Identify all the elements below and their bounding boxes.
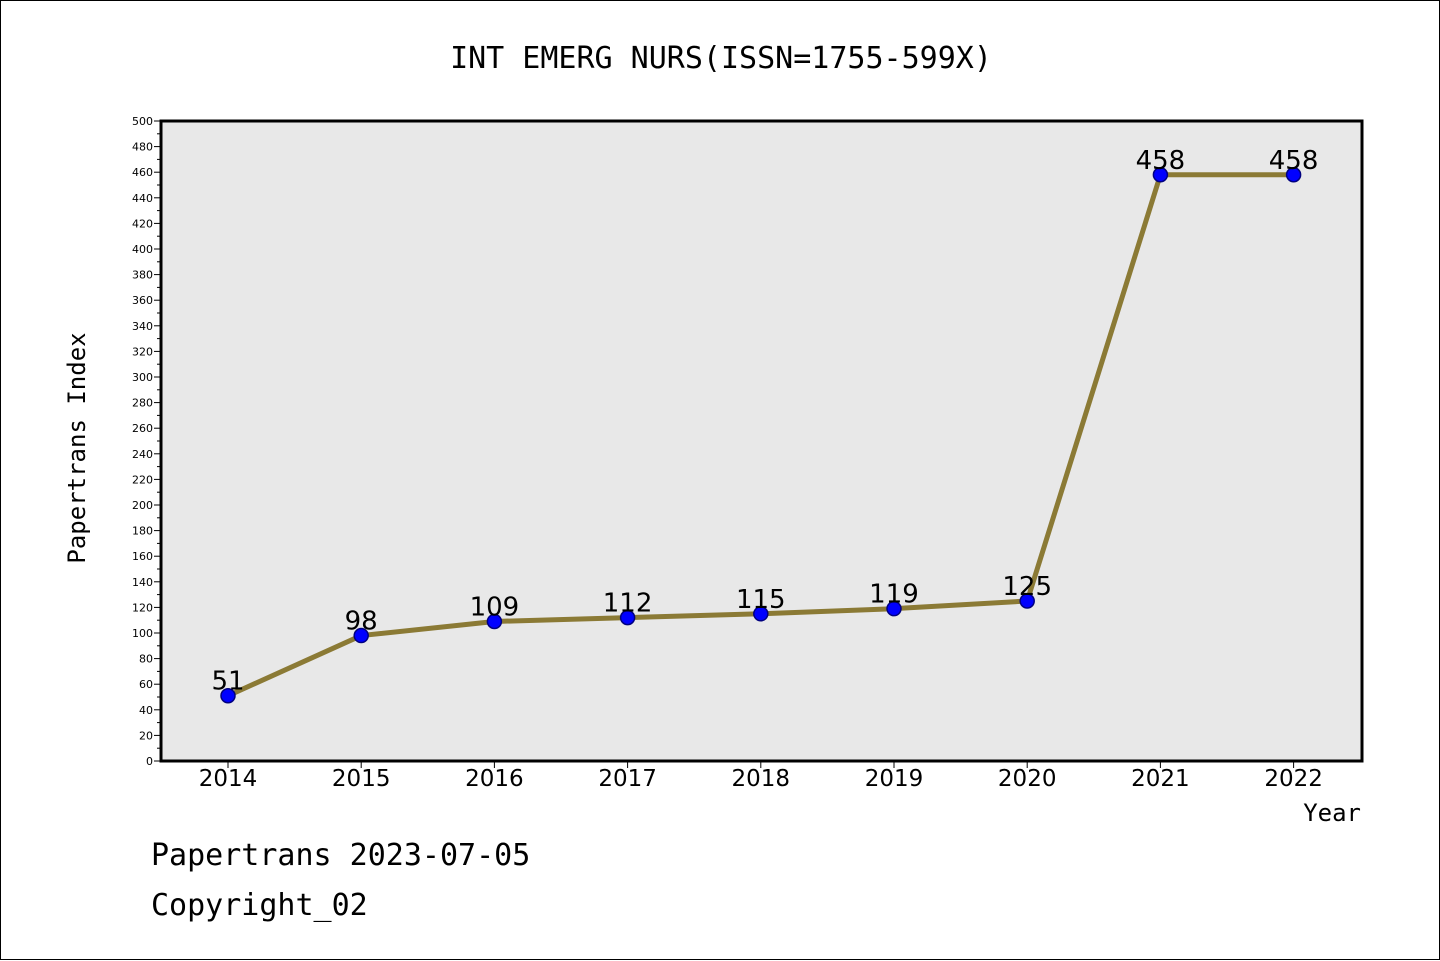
x-tick-label: 2018: [732, 766, 791, 792]
y-tick-label: 100: [132, 627, 153, 640]
x-tick-label: 2016: [465, 766, 524, 792]
y-axis: 0 20 40 60 80 100 120 140 160 180 200 220 240 260 280 3…: [132, 115, 161, 768]
data-point: [886, 600, 902, 617]
y-tick-label: 240: [132, 448, 153, 461]
plot-area: [159, 119, 1364, 763]
y-tick-label: 40: [139, 704, 153, 717]
y-tick-label: 220: [132, 473, 153, 486]
y-tick-label: 120: [132, 601, 153, 614]
x-tick-label: 2017: [598, 766, 657, 792]
y-tick-label: 380: [132, 269, 153, 282]
data-label: 119: [869, 580, 919, 610]
data-point: [619, 609, 636, 626]
y-tick-label: 200: [132, 499, 153, 512]
chart-title: INT EMERG NURS(ISSN=1755-599X): [450, 41, 992, 76]
footer-date: Papertrans 2023-07-05: [151, 838, 530, 873]
x-tick-label: 2020: [998, 766, 1057, 792]
data-point: [1285, 167, 1302, 183]
x-tick-label: 2019: [865, 766, 924, 792]
y-tick-label: 500: [132, 115, 153, 128]
y-tick-label: 140: [132, 576, 153, 589]
y-tick-label: 20: [139, 729, 153, 742]
y-tick-label: 440: [132, 192, 153, 205]
data-point: [753, 606, 769, 622]
y-tick-label: 340: [132, 320, 153, 333]
data-label: 115: [736, 585, 786, 615]
series-papertrans-index: 51 98 109 112 115 119 125 458 458: [211, 146, 1319, 704]
y-tick-label: 180: [132, 525, 153, 538]
data-point: [1152, 167, 1169, 183]
y-tick-label: 260: [132, 422, 153, 435]
y-tick-label: 480: [132, 141, 153, 154]
y-tick-label: 280: [132, 397, 153, 410]
y-tick-label: 160: [132, 550, 153, 563]
data-point: [220, 687, 236, 704]
data-point: [486, 613, 503, 630]
y-tick-label: 0: [146, 755, 153, 768]
data-label: 51: [211, 667, 244, 697]
y-tick-label: 320: [132, 345, 153, 358]
x-axis-title: Year: [1303, 799, 1361, 827]
data-point: [1019, 593, 1035, 609]
data-label: 112: [603, 589, 653, 619]
x-axis: 2014 2015 2016 2017 2018 2019 2020 2021 2022: [199, 761, 1323, 792]
y-tick-label: 60: [139, 678, 153, 691]
data-point: [353, 627, 369, 644]
data-label: 125: [1002, 572, 1052, 602]
data-label: 458: [1269, 146, 1319, 176]
y-tick-label: 80: [139, 653, 153, 666]
y-tick-label: 400: [132, 243, 153, 256]
x-tick-label: 2014: [199, 766, 258, 792]
y-tick-label: 420: [132, 217, 153, 230]
x-tick-label: 2021: [1131, 766, 1190, 792]
y-tick-label: 360: [132, 294, 153, 307]
footer-copyright: Copyright_02: [151, 888, 368, 923]
y-axis-title: Papertrans Index: [63, 332, 91, 563]
x-tick-label: 2022: [1264, 766, 1323, 792]
x-tick-label: 2015: [332, 766, 391, 792]
data-label: 109: [470, 592, 520, 622]
data-label: 98: [345, 607, 378, 637]
y-tick-label: 460: [132, 166, 153, 179]
y-tick-label: 300: [132, 371, 153, 384]
data-label: 458: [1136, 146, 1186, 176]
